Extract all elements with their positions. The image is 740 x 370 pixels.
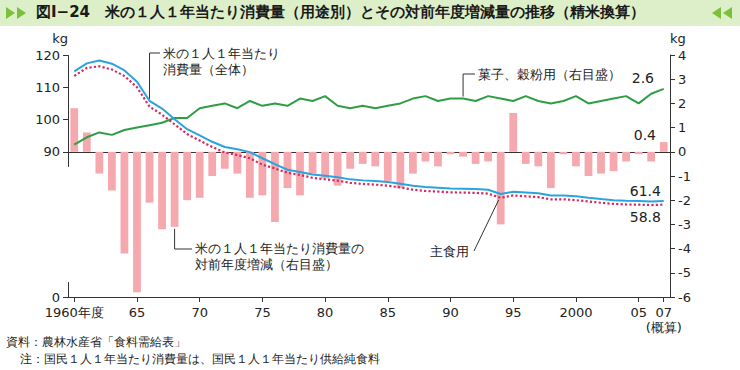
html-text:資料：農林水産省「食料需給表」: 資料：農林水産省「食料需給表」 [6, 335, 186, 349]
svg-text:-4: -4 [678, 241, 691, 256]
svg-text:-3: -3 [678, 217, 691, 232]
svg-text:61.4: 61.4 [630, 183, 661, 199]
svg-text:85: 85 [380, 305, 397, 320]
svg-text:07: 07 [655, 305, 672, 320]
svg-text:95: 95 [505, 305, 522, 320]
svg-text:米の１人１年当たり消費量の: 米の１人１年当たり消費量の [195, 241, 364, 256]
svg-text:05: 05 [630, 305, 647, 320]
svg-text:65: 65 [129, 305, 146, 320]
svg-text:1: 1 [678, 120, 686, 135]
svg-text:1960年度: 1960年度 [45, 305, 104, 320]
svg-text:90: 90 [43, 144, 60, 159]
svg-text:120: 120 [35, 48, 60, 63]
svg-text:2.6: 2.6 [632, 70, 654, 86]
svg-text:100: 100 [35, 112, 60, 127]
svg-text:110: 110 [35, 80, 60, 95]
svg-text:0: 0 [52, 290, 60, 305]
svg-text:58.8: 58.8 [630, 209, 661, 225]
svg-text:対前年度増減（右目盛）: 対前年度増減（右目盛） [195, 257, 338, 272]
svg-text:3: 3 [678, 72, 686, 87]
svg-text:kg: kg [52, 31, 68, 46]
svg-text:kg: kg [670, 31, 686, 46]
svg-text:2: 2 [678, 96, 686, 111]
svg-text:菓子、穀粉用（右目盛）: 菓子、穀粉用（右目盛） [478, 67, 621, 82]
svg-text:主食用: 主食用 [430, 244, 469, 259]
html-text:図Ⅰ−24 米の１人１年当たり消費量（用途別）とその対前年度: 図Ⅰ−24 米の１人１年当たり消費量（用途別）とその対前年度増減量の推移（精米換… [36, 3, 645, 21]
svg-text:90: 90 [442, 305, 459, 320]
html-text:注：国民１人１年当たり消費量は、国民１人１年当たり供給純食料: 注：国民１人１年当たり消費量は、国民１人１年当たり供給純食料 [20, 352, 380, 366]
svg-text:(概算): (概算) [646, 320, 682, 335]
svg-text:0: 0 [678, 144, 686, 159]
svg-text:米の１人１年当たり: 米の１人１年当たり [163, 46, 280, 61]
svg-text:2000: 2000 [559, 305, 592, 320]
svg-text:消費量（全体）: 消費量（全体） [163, 62, 254, 77]
svg-text:0.4: 0.4 [634, 127, 656, 143]
svg-text:-2: -2 [678, 193, 691, 208]
svg-text:-5: -5 [678, 265, 691, 280]
svg-text:-1: -1 [678, 169, 691, 184]
svg-text:80: 80 [317, 305, 334, 320]
svg-text:-6: -6 [678, 290, 691, 305]
svg-text:75: 75 [254, 305, 271, 320]
svg-text:4: 4 [678, 48, 686, 63]
svg-text:70: 70 [191, 305, 208, 320]
